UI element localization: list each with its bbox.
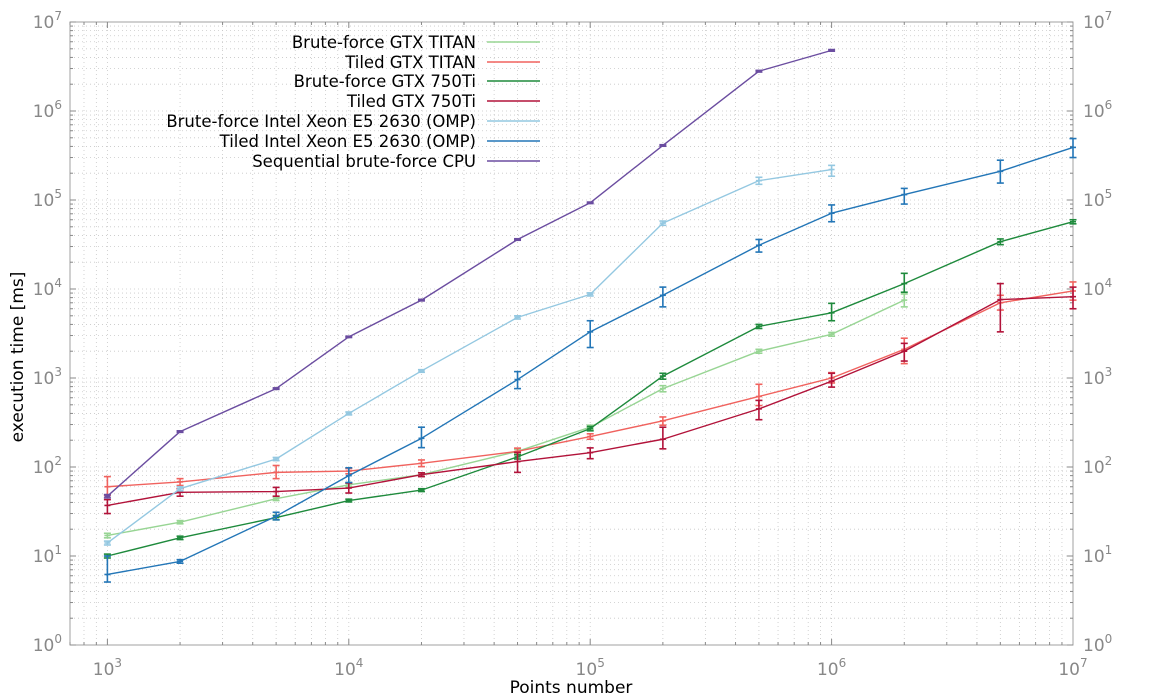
- y-axis-label: execution time [ms]: [8, 272, 28, 443]
- y-tick-label-left: 101: [33, 543, 62, 567]
- x-tick-label: 103: [93, 656, 122, 680]
- plot-border: [69, 21, 1074, 646]
- legend-label: Brute-force GTX TITAN: [292, 33, 476, 52]
- series-line: [106, 49, 832, 497]
- legend-label: Tiled GTX TITAN: [344, 53, 476, 72]
- series-group: [103, 48, 1077, 583]
- y-tick-label-left: 104: [33, 276, 62, 300]
- y-tick-label-right: 107: [1083, 9, 1112, 33]
- x-tick-label: 104: [334, 656, 363, 680]
- y-tick-label-left: 106: [33, 98, 62, 122]
- legend-label: Tiled Intel Xeon E5 2630 (OMP): [219, 132, 476, 151]
- y-tick-label-right: 104: [1083, 276, 1112, 300]
- legend-label: Sequential brute-force CPU: [252, 152, 476, 171]
- x-tick-label: 107: [1058, 656, 1087, 680]
- y-tick-label-right: 105: [1083, 187, 1112, 211]
- y-tick-label-right: 100: [1083, 632, 1112, 656]
- series-5: [103, 137, 1077, 583]
- y-tick-label-right: 103: [1083, 365, 1112, 389]
- y-tick-label-left: 100: [33, 632, 62, 656]
- legend-label: Brute-force Intel Xeon E5 2630 (OMP): [166, 112, 476, 131]
- x-tick-label: 105: [576, 656, 605, 680]
- series-1: [103, 281, 1077, 497]
- y-tick-label-right: 106: [1083, 98, 1112, 122]
- y-tick-label-left: 105: [33, 187, 62, 211]
- y-tick-label-left: 103: [33, 365, 62, 389]
- legend-label: Tiled GTX 750Ti: [346, 92, 476, 111]
- series-line: [106, 168, 832, 544]
- x-tick-label: 106: [817, 656, 846, 680]
- y-tick-label-right: 101: [1083, 543, 1112, 567]
- y-tick-label-right: 102: [1083, 454, 1112, 478]
- x-axis-label: Points number: [510, 678, 633, 698]
- series-6: [103, 48, 836, 499]
- series-4: [103, 164, 836, 546]
- legend-label: Brute-force GTX 750Ti: [294, 72, 476, 91]
- y-tick-label-left: 107: [33, 9, 62, 33]
- series-0: [103, 293, 908, 539]
- series-line: [107, 221, 1074, 557]
- y-tick-label-left: 102: [33, 454, 62, 478]
